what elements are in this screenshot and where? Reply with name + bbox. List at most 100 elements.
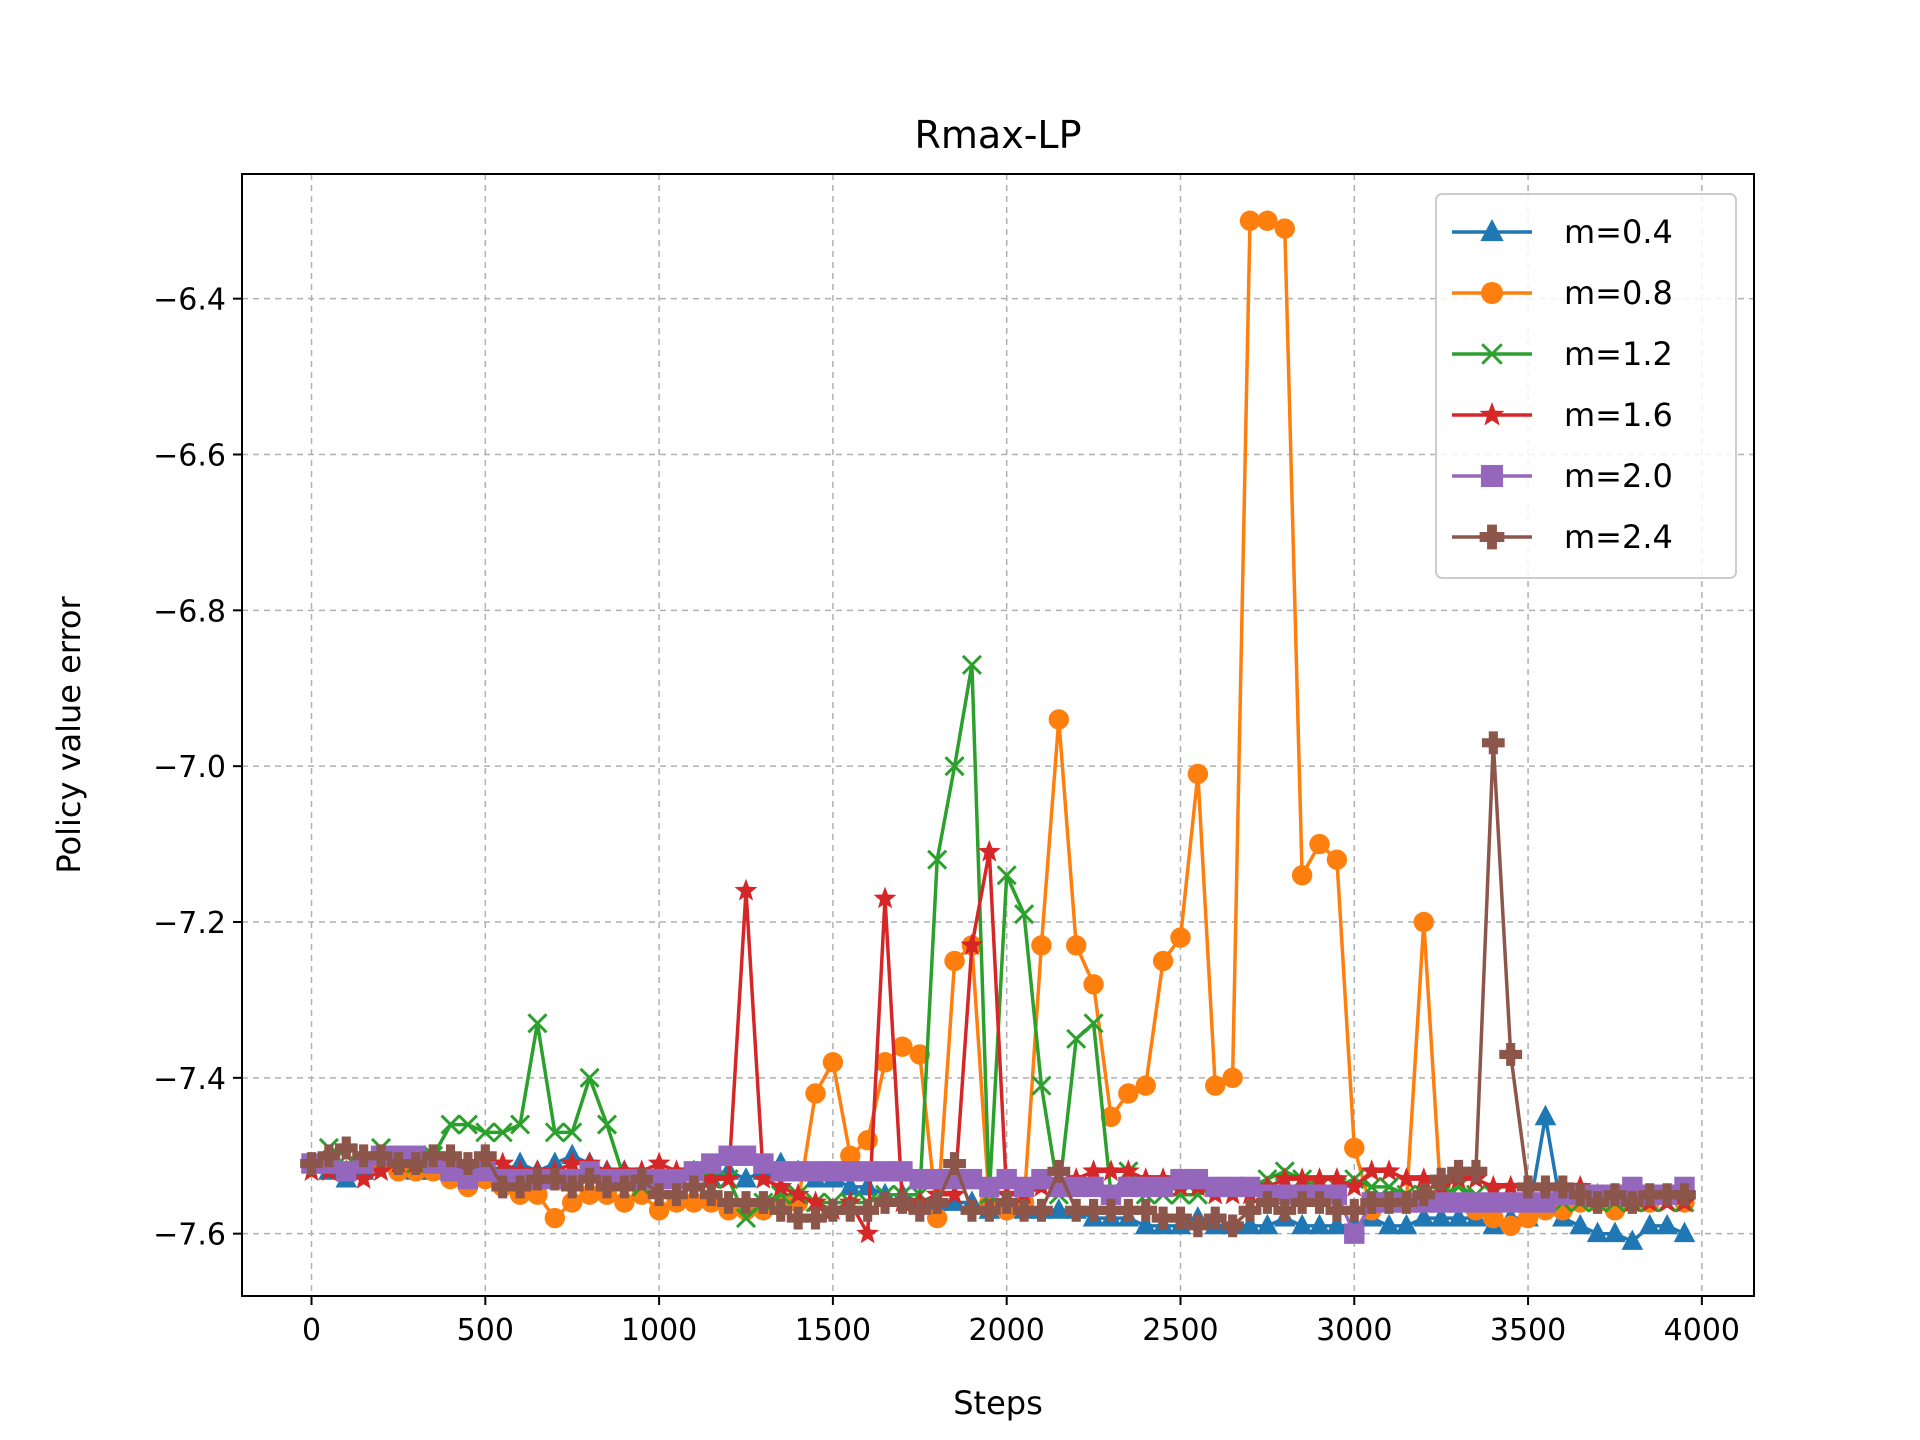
data-point: [926, 1168, 948, 1190]
data-point: [1082, 1159, 1105, 1181]
data-point: [822, 1161, 844, 1182]
data-point: [1516, 1175, 1540, 1199]
legend-label: m=1.2: [1564, 335, 1673, 373]
data-point: [927, 849, 948, 870]
data-point: [735, 1145, 757, 1166]
data-point: [1325, 1198, 1349, 1222]
data-point: [944, 756, 965, 777]
data-point: [440, 1161, 461, 1182]
data-point: [892, 1036, 913, 1057]
data-point: [1118, 1083, 1139, 1104]
legend-entry: m=1.2: [1452, 335, 1673, 373]
data-point: [1586, 1191, 1609, 1214]
data-point: [1499, 1174, 1523, 1197]
data-point: [1604, 1200, 1626, 1221]
data-point: [1448, 1192, 1469, 1213]
data-point: [1620, 1191, 1644, 1214]
data-point: [456, 1152, 480, 1175]
data-point: [579, 1184, 600, 1205]
data-point: [317, 1144, 341, 1168]
data-point: [840, 1145, 861, 1166]
data-point: [1083, 1176, 1104, 1198]
data-point: [1135, 1075, 1156, 1096]
data-point: [1064, 1198, 1088, 1222]
legend-entry: m=0.8: [1452, 274, 1673, 312]
data-point: [1099, 1159, 1123, 1181]
data-point: [1430, 1192, 1452, 1213]
data-point: [1152, 1176, 1174, 1198]
data-point: [1205, 1075, 1226, 1096]
data-point: [701, 1153, 722, 1174]
data-point: [1308, 1191, 1331, 1214]
data-point: [1638, 1213, 1661, 1235]
data-point: [1257, 210, 1278, 231]
x-tick-label: 3000: [1316, 1313, 1392, 1348]
legend-label: m=2.4: [1564, 518, 1673, 556]
chart-title: Rmax-LP: [915, 113, 1082, 157]
data-point: [1256, 1213, 1279, 1235]
data-point: [1013, 1176, 1035, 1198]
data-point: [1014, 904, 1035, 925]
x-tick-label: 500: [457, 1313, 514, 1348]
data-point: [1673, 1183, 1696, 1207]
data-point: [873, 1191, 897, 1214]
data-point: [560, 1175, 584, 1199]
data-point: [510, 1114, 531, 1135]
data-point: [734, 1191, 758, 1214]
legend-marker: [1480, 464, 1504, 488]
data-point: [996, 1168, 1017, 1190]
data-point: [1170, 927, 1191, 948]
data-point: [1603, 1183, 1627, 1207]
data-point: [1255, 1191, 1279, 1214]
data-point: [1517, 1207, 1539, 1229]
data-point: [1186, 1214, 1210, 1238]
data-point: [718, 1145, 739, 1166]
data-point: [1169, 1206, 1192, 1230]
data-point: [1673, 1221, 1696, 1243]
data-point: [734, 878, 758, 901]
data-point: [439, 1144, 462, 1168]
data-point: [1290, 1191, 1314, 1214]
data-point: [822, 1052, 844, 1073]
legend-marker: [1480, 281, 1504, 305]
data-point: [300, 1152, 323, 1175]
data-point: [1291, 1213, 1313, 1235]
data-point: [873, 886, 897, 909]
data-point: [1116, 1198, 1140, 1222]
data-point: [909, 1168, 930, 1190]
data-point: [961, 654, 982, 675]
data-point: [925, 1191, 949, 1214]
data-point: [961, 1168, 983, 1190]
data-point: [1239, 210, 1261, 231]
legend: m=0.4 m=0.8 m=1.2 m=1.6 m=2.0 m=2.4: [1435, 193, 1737, 579]
data-point: [1221, 1214, 1245, 1238]
data-point: [648, 1200, 670, 1221]
x-tick-label: 1000: [621, 1313, 697, 1348]
data-point: [1134, 1213, 1157, 1235]
data-point: [1604, 1221, 1626, 1243]
data-point: [369, 1144, 393, 1168]
data-point: [544, 1122, 565, 1143]
data-point: [787, 1161, 809, 1182]
data-point: [1066, 1028, 1087, 1049]
data-point: [457, 1114, 478, 1135]
data-point: [1464, 1159, 1488, 1183]
legend-marker: [1481, 343, 1503, 365]
data-point: [1031, 935, 1052, 956]
data-point: [1274, 218, 1295, 239]
data-point: [874, 1161, 896, 1182]
data-point: [1309, 833, 1330, 855]
legend-marker: [1480, 219, 1504, 242]
legend-entry: m=1.6: [1452, 396, 1673, 434]
legend-entry: m=2.0: [1452, 457, 1673, 495]
data-point: [630, 1167, 654, 1191]
data-point: [1483, 1192, 1504, 1213]
data-point: [543, 1167, 567, 1191]
data-point: [1413, 911, 1434, 933]
x-tick-label: 2500: [1142, 1313, 1218, 1348]
data-point: [1152, 950, 1174, 972]
data-point: [751, 1191, 775, 1214]
data-point: [1326, 1184, 1348, 1205]
data-point: [804, 1206, 827, 1230]
data-point: [1170, 1168, 1191, 1190]
